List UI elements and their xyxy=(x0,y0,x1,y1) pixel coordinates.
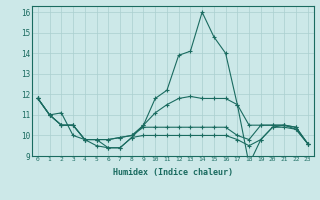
X-axis label: Humidex (Indice chaleur): Humidex (Indice chaleur) xyxy=(113,168,233,177)
